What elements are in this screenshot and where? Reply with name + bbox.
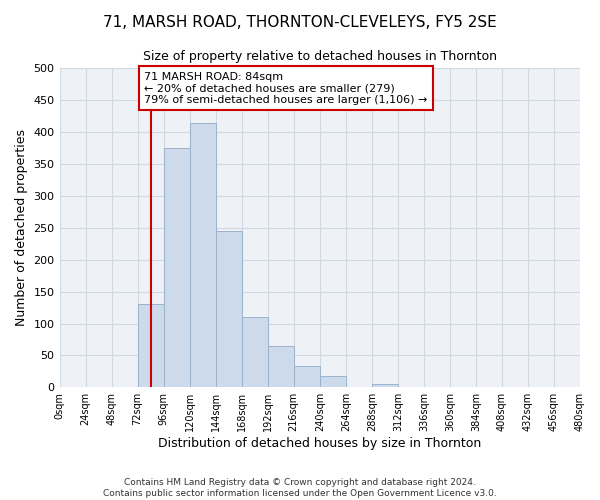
Bar xyxy=(190,122,215,388)
Title: Size of property relative to detached houses in Thornton: Size of property relative to detached ho… xyxy=(143,50,497,63)
Bar xyxy=(268,346,294,388)
Y-axis label: Number of detached properties: Number of detached properties xyxy=(15,130,28,326)
Bar xyxy=(320,376,346,388)
Bar xyxy=(372,384,398,388)
Text: 71, MARSH ROAD, THORNTON-CLEVELEYS, FY5 2SE: 71, MARSH ROAD, THORNTON-CLEVELEYS, FY5 … xyxy=(103,15,497,30)
Bar xyxy=(137,304,164,388)
Bar xyxy=(215,231,242,388)
Text: Contains HM Land Registry data © Crown copyright and database right 2024.
Contai: Contains HM Land Registry data © Crown c… xyxy=(103,478,497,498)
Bar xyxy=(242,317,268,388)
X-axis label: Distribution of detached houses by size in Thornton: Distribution of detached houses by size … xyxy=(158,437,481,450)
Bar xyxy=(164,148,190,388)
Text: 71 MARSH ROAD: 84sqm
← 20% of detached houses are smaller (279)
79% of semi-deta: 71 MARSH ROAD: 84sqm ← 20% of detached h… xyxy=(144,72,427,104)
Bar xyxy=(294,366,320,388)
